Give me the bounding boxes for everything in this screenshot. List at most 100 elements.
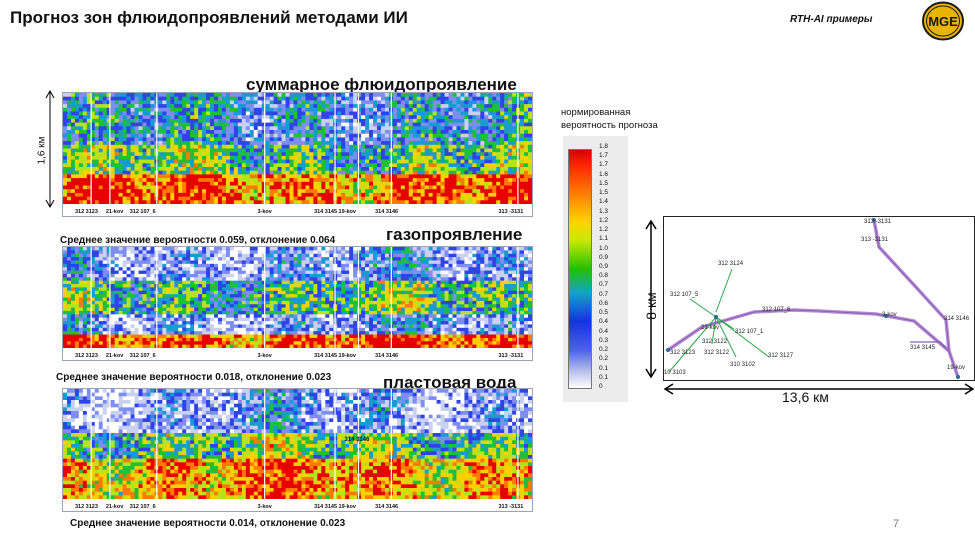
section-cell	[218, 267, 223, 272]
section-cell	[361, 159, 366, 164]
section-cell	[492, 144, 497, 150]
section-cell	[122, 324, 128, 329]
section-cell	[206, 104, 211, 109]
section-cell	[353, 155, 358, 161]
section-cell	[178, 118, 183, 124]
section-cell	[444, 196, 450, 201]
section-cell	[221, 307, 227, 312]
section-cell	[353, 185, 358, 190]
section-cell	[98, 273, 104, 278]
section-cell	[464, 122, 469, 127]
section-cell	[229, 304, 235, 309]
section-cell	[178, 307, 183, 312]
section-cell	[357, 93, 362, 98]
section-cell	[476, 141, 481, 146]
section-cell	[373, 163, 378, 168]
section-cell	[206, 321, 211, 326]
section-cell	[341, 148, 346, 153]
section-cell	[106, 263, 112, 268]
section-cell	[130, 196, 136, 201]
section-cell	[289, 189, 295, 194]
section-cell	[98, 93, 104, 98]
section-cell	[138, 314, 144, 319]
section-cell	[488, 141, 493, 146]
section-cell	[146, 321, 152, 326]
section-cell	[504, 189, 509, 194]
section-cell	[170, 144, 175, 150]
section-cell	[90, 324, 96, 329]
section-cell	[78, 126, 84, 131]
section-cell	[194, 300, 199, 305]
section-cell	[162, 290, 167, 295]
section-cell	[210, 122, 215, 127]
section-cell	[186, 260, 191, 265]
section-cell	[66, 93, 72, 98]
section-cell	[237, 314, 243, 319]
section-cell	[186, 185, 191, 190]
section-cell	[488, 100, 493, 105]
section-cell	[86, 277, 92, 282]
section-cell	[94, 327, 100, 332]
section-cell	[297, 141, 303, 146]
section-cell	[313, 100, 318, 105]
section-cell	[110, 307, 116, 312]
section-cell	[325, 148, 330, 153]
section-cell	[106, 152, 112, 157]
section-cell	[460, 200, 466, 205]
section-cell	[174, 344, 179, 349]
section-cell	[194, 100, 199, 105]
section-cell	[269, 122, 275, 127]
section-cell	[82, 130, 88, 135]
section-cell	[146, 341, 152, 346]
section-cell	[281, 174, 287, 179]
section-cell	[353, 159, 358, 164]
section-cell	[178, 185, 183, 190]
section-cell	[416, 174, 422, 179]
section-cell	[484, 104, 489, 109]
section-cell	[114, 290, 120, 295]
section-cell	[198, 93, 203, 98]
section-cell	[218, 321, 223, 326]
section-cell	[361, 118, 366, 124]
section-cell	[86, 310, 92, 315]
section-cell	[456, 126, 462, 131]
section-cell	[512, 126, 517, 131]
section-cell	[210, 297, 215, 302]
section-cell	[448, 96, 454, 101]
section-cell	[190, 100, 195, 105]
section-well-label: 21-kov	[106, 209, 124, 215]
section-cell	[496, 118, 501, 124]
section-cell	[186, 192, 191, 198]
section-cell	[63, 280, 68, 285]
section-cell	[102, 104, 108, 109]
section-cell	[221, 327, 227, 332]
section-cell	[408, 144, 414, 150]
section-cell	[106, 122, 112, 127]
section-cell	[110, 253, 116, 258]
section-cell	[349, 155, 354, 161]
section-cell	[456, 159, 462, 164]
section-cell	[202, 192, 207, 198]
section-cell	[476, 118, 481, 124]
section-cell	[134, 310, 140, 315]
section-cell	[78, 100, 84, 105]
section-cell	[301, 96, 307, 101]
section-cell	[214, 100, 219, 105]
section-cell	[118, 273, 124, 278]
section-cell	[166, 324, 171, 329]
section-cell	[241, 250, 247, 255]
section-cell	[74, 196, 80, 201]
section-cell	[194, 104, 199, 109]
section-cell	[114, 152, 120, 157]
section-cell	[229, 263, 235, 268]
section-cell	[341, 104, 346, 109]
section-cell	[110, 118, 116, 124]
section-cell	[400, 144, 406, 150]
section-cell	[492, 174, 497, 179]
section-cell	[281, 192, 287, 198]
section-cell	[353, 100, 358, 105]
section-cell	[412, 141, 418, 146]
section-cell	[90, 277, 96, 282]
section-cell	[130, 337, 136, 342]
section-cell	[285, 159, 291, 164]
